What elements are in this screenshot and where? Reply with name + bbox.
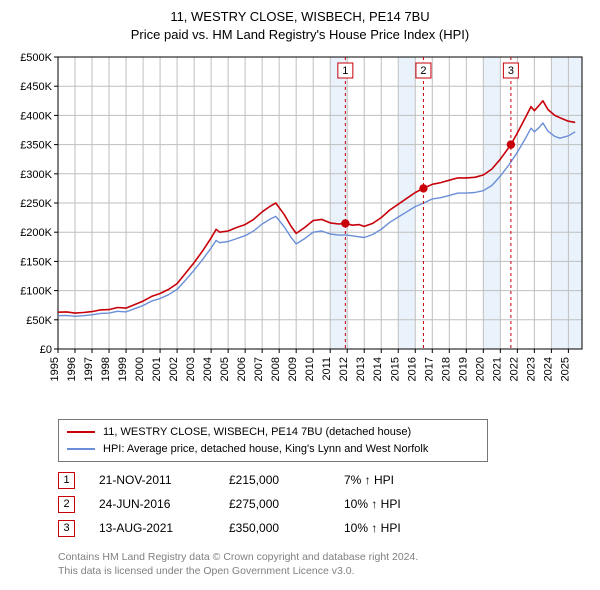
svg-text:1998: 1998 [100, 357, 112, 381]
svg-text:2010: 2010 [304, 357, 316, 381]
attribution: Contains HM Land Registry data © Crown c… [58, 550, 590, 578]
svg-text:2017: 2017 [423, 357, 435, 381]
transaction-date: 21-NOV-2011 [99, 473, 229, 487]
svg-text:2: 2 [420, 65, 426, 77]
svg-text:£500K: £500K [20, 52, 52, 64]
chart-title: 11, WESTRY CLOSE, WISBECH, PE14 7BU Pric… [10, 8, 590, 43]
title-line-2: Price paid vs. HM Land Registry's House … [10, 26, 590, 44]
legend-swatch-hpi [67, 448, 95, 450]
svg-text:2002: 2002 [168, 357, 180, 381]
svg-text:£0: £0 [40, 344, 52, 356]
transactions-table: 1 21-NOV-2011 £215,000 7% ↑ HPI 2 24-JUN… [58, 468, 590, 540]
chart-container: 11, WESTRY CLOSE, WISBECH, PE14 7BU Pric… [0, 0, 600, 590]
transaction-price: £215,000 [229, 473, 344, 487]
svg-text:£200K: £200K [20, 227, 52, 239]
legend-label-price-paid: 11, WESTRY CLOSE, WISBECH, PE14 7BU (det… [103, 424, 411, 441]
transaction-delta: 10% ↑ HPI [344, 497, 464, 511]
transaction-date: 13-AUG-2021 [99, 521, 229, 535]
transaction-price: £350,000 [229, 521, 344, 535]
transaction-date: 24-JUN-2016 [99, 497, 229, 511]
svg-text:2006: 2006 [236, 357, 248, 381]
svg-text:1: 1 [342, 65, 348, 77]
svg-text:2007: 2007 [253, 357, 265, 381]
svg-text:£350K: £350K [20, 140, 52, 152]
svg-text:2016: 2016 [406, 357, 418, 381]
svg-text:2019: 2019 [457, 357, 469, 381]
svg-text:2011: 2011 [321, 357, 333, 381]
svg-text:2009: 2009 [287, 357, 299, 381]
transaction-marker-icon: 2 [58, 496, 75, 513]
attribution-line-2: This data is licensed under the Open Gov… [58, 564, 590, 578]
legend: 11, WESTRY CLOSE, WISBECH, PE14 7BU (det… [58, 419, 488, 462]
svg-text:2021: 2021 [491, 357, 503, 381]
transaction-delta: 7% ↑ HPI [344, 473, 464, 487]
svg-text:2004: 2004 [202, 357, 214, 381]
svg-text:2023: 2023 [525, 357, 537, 381]
svg-text:1996: 1996 [66, 357, 78, 381]
transaction-marker-icon: 3 [58, 520, 75, 537]
svg-text:2008: 2008 [270, 357, 282, 381]
svg-text:2024: 2024 [542, 357, 554, 381]
svg-text:£300K: £300K [20, 169, 52, 181]
svg-text:1997: 1997 [83, 357, 95, 381]
transaction-marker-icon: 1 [58, 472, 75, 489]
svg-text:2000: 2000 [134, 357, 146, 381]
svg-text:£250K: £250K [20, 198, 52, 210]
svg-text:2012: 2012 [338, 357, 350, 381]
svg-text:2020: 2020 [474, 357, 486, 381]
svg-text:£450K: £450K [20, 81, 52, 93]
svg-text:2018: 2018 [440, 357, 452, 381]
svg-text:3: 3 [508, 65, 514, 77]
title-line-1: 11, WESTRY CLOSE, WISBECH, PE14 7BU [10, 8, 590, 26]
chart-plot-area: £0 £50K £100K £150K £200K £250K £300K £350K £400… [10, 49, 590, 409]
svg-text:2005: 2005 [219, 357, 231, 381]
legend-label-hpi: HPI: Average price, detached house, King… [103, 441, 428, 458]
svg-text:2014: 2014 [372, 357, 384, 381]
svg-text:2025: 2025 [559, 357, 571, 381]
chart-svg: £0 £50K £100K £150K £200K £250K £300K £350K £400… [10, 49, 590, 409]
attribution-line-1: Contains HM Land Registry data © Crown c… [58, 550, 590, 564]
transaction-row: 3 13-AUG-2021 £350,000 10% ↑ HPI [58, 516, 590, 540]
svg-text:£50K: £50K [26, 315, 52, 327]
svg-text:2003: 2003 [185, 357, 197, 381]
svg-text:2015: 2015 [389, 357, 401, 381]
transaction-price: £275,000 [229, 497, 344, 511]
svg-text:2013: 2013 [355, 357, 367, 381]
transaction-row: 1 21-NOV-2011 £215,000 7% ↑ HPI [58, 468, 590, 492]
svg-text:2022: 2022 [508, 357, 520, 381]
svg-text:1995: 1995 [49, 357, 61, 381]
svg-text:£400K: £400K [20, 110, 52, 122]
svg-text:£150K: £150K [20, 256, 52, 268]
legend-item-hpi: HPI: Average price, detached house, King… [67, 441, 479, 458]
legend-item-price-paid: 11, WESTRY CLOSE, WISBECH, PE14 7BU (det… [67, 424, 479, 441]
svg-text:2001: 2001 [151, 357, 163, 381]
svg-text:£100K: £100K [20, 286, 52, 298]
transaction-delta: 10% ↑ HPI [344, 521, 464, 535]
legend-swatch-price-paid [67, 431, 95, 433]
transaction-row: 2 24-JUN-2016 £275,000 10% ↑ HPI [58, 492, 590, 516]
svg-text:1999: 1999 [117, 357, 129, 381]
